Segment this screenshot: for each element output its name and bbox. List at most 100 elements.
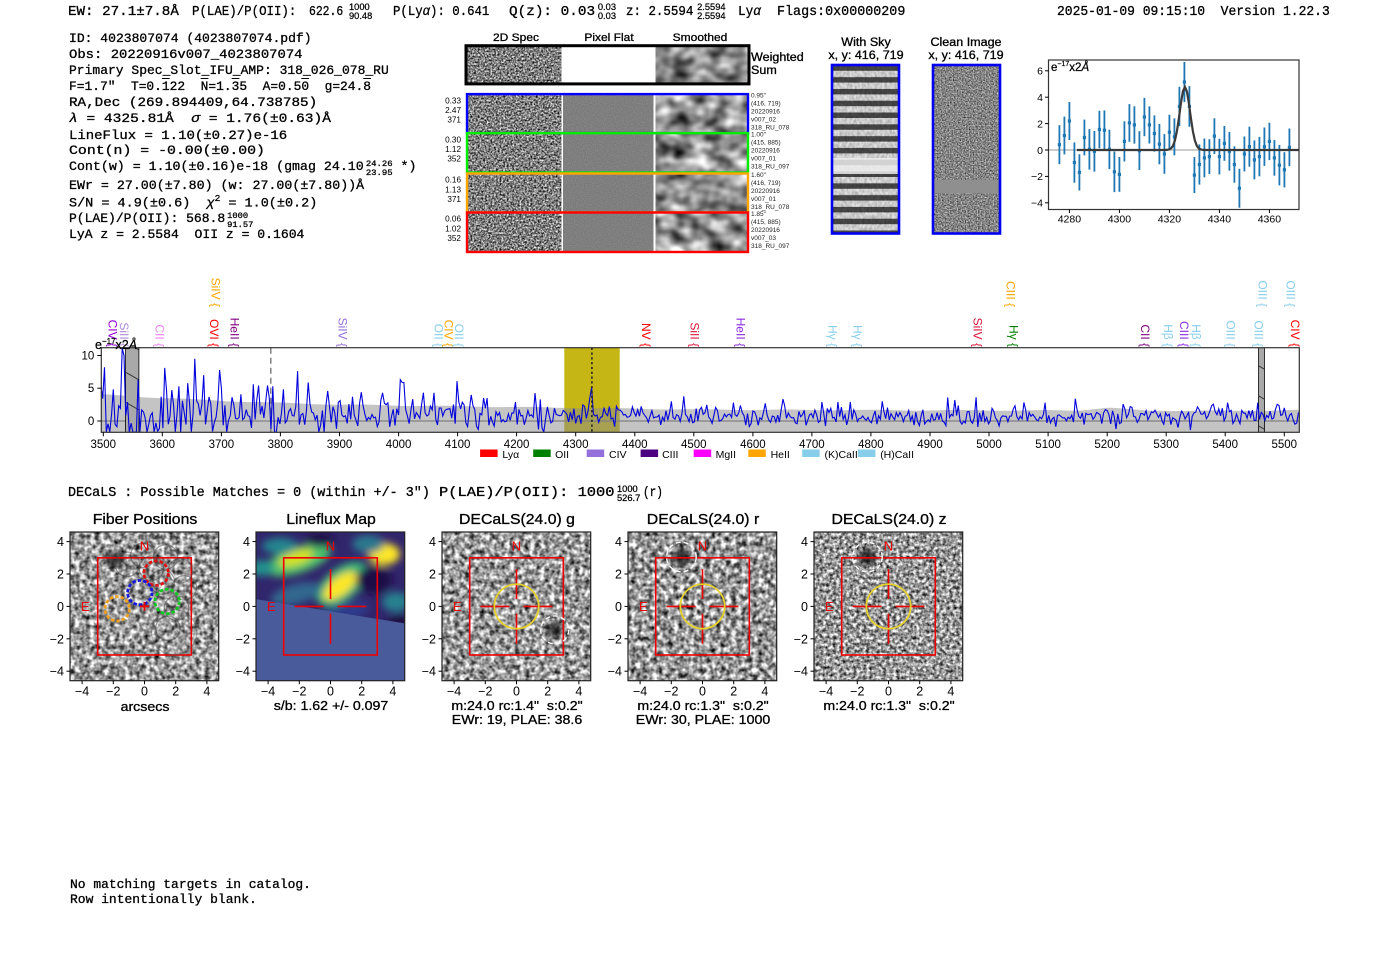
svg-text:SiII {: SiII {	[688, 322, 702, 347]
svg-text:5300: 5300	[1153, 439, 1179, 451]
svg-text:0: 0	[1037, 145, 1043, 157]
svg-text:2: 2	[172, 685, 179, 699]
svg-text:−2: −2	[1031, 171, 1043, 183]
svg-text:CIII: CIII	[662, 449, 678, 461]
svg-text:HeII {: HeII {	[228, 318, 242, 347]
svg-text:6: 6	[1037, 66, 1043, 78]
svg-text:E: E	[639, 599, 648, 614]
svg-text:0.33: 0.33	[445, 96, 461, 105]
svg-text:0.06: 0.06	[445, 215, 461, 224]
svg-text:4340: 4340	[1208, 214, 1232, 226]
svg-text:−4: −4	[794, 665, 808, 679]
svg-text:−2: −2	[608, 632, 622, 646]
svg-text:−2: −2	[292, 685, 306, 699]
svg-text:N: N	[698, 539, 707, 554]
svg-text:0: 0	[141, 685, 148, 699]
svg-text:HeII {: HeII {	[734, 318, 748, 347]
svg-text:0: 0	[615, 600, 622, 614]
svg-text:5400: 5400	[1212, 439, 1238, 451]
svg-text:Hβ {: Hβ {	[1161, 324, 1175, 347]
svg-text:Lyα: Lyα	[502, 449, 519, 461]
svg-text:2.47: 2.47	[445, 106, 461, 115]
svg-text:N: N	[884, 539, 893, 554]
svg-text:N: N	[512, 539, 521, 554]
svg-text:0: 0	[885, 685, 892, 699]
svg-text:4320: 4320	[1158, 214, 1182, 226]
svg-text:4800: 4800	[858, 439, 884, 451]
svg-text:−2: −2	[664, 685, 678, 699]
svg-text:1.60": 1.60"	[751, 172, 767, 179]
svg-text:318_RU_097: 318_RU_097	[751, 164, 790, 171]
svg-text:4360: 4360	[1258, 214, 1282, 226]
svg-text:2: 2	[615, 568, 622, 582]
svg-text:OII {: OII {	[432, 324, 446, 347]
svg-text:2: 2	[358, 685, 365, 699]
svg-text:CIII {: CIII {	[1004, 281, 1018, 307]
svg-text:−4: −4	[75, 685, 89, 699]
svg-text:Hγ {: Hγ {	[851, 325, 865, 347]
svg-text:4900: 4900	[917, 439, 943, 451]
svg-text:4: 4	[615, 535, 622, 549]
svg-text:4: 4	[203, 685, 210, 699]
svg-text:1.00": 1.00"	[751, 132, 767, 139]
svg-text:5500: 5500	[1272, 439, 1298, 451]
svg-text:E: E	[453, 599, 462, 614]
svg-text:−2: −2	[478, 685, 492, 699]
svg-text:4: 4	[801, 535, 808, 549]
svg-text:0.30: 0.30	[445, 135, 461, 144]
svg-text:318_RU_097: 318_RU_097	[751, 243, 790, 250]
svg-text:−2: −2	[106, 685, 120, 699]
svg-text:SiIV {: SiIV {	[209, 278, 223, 307]
svg-text:−4: −4	[50, 665, 64, 679]
svg-text:1.02: 1.02	[445, 224, 461, 233]
svg-text:Hβ {: Hβ {	[1189, 324, 1203, 347]
svg-text:SiIV {: SiIV {	[971, 318, 985, 347]
svg-text:2: 2	[57, 568, 64, 582]
svg-text:−4: −4	[608, 665, 622, 679]
svg-text:4400: 4400	[622, 439, 648, 451]
svg-text:OIII {: OIII {	[1256, 280, 1270, 307]
svg-text:0.95": 0.95"	[751, 93, 767, 100]
svg-text:2: 2	[429, 568, 436, 582]
svg-text:N: N	[140, 539, 149, 554]
svg-text:v007_03: v007_03	[751, 235, 776, 242]
svg-text:−4: −4	[819, 685, 833, 699]
svg-text:−4: −4	[447, 685, 461, 699]
svg-text:4: 4	[429, 535, 436, 549]
svg-text:4: 4	[947, 685, 954, 699]
svg-text:4100: 4100	[445, 439, 471, 451]
svg-text:1.12: 1.12	[445, 145, 461, 154]
svg-text:−4: −4	[1031, 198, 1043, 210]
svg-text:OIII {: OIII {	[1224, 320, 1238, 347]
svg-text:0: 0	[327, 685, 334, 699]
svg-text:Hγ {: Hγ {	[1007, 325, 1021, 347]
svg-text:2: 2	[730, 685, 737, 699]
svg-text:−4: −4	[236, 665, 250, 679]
svg-text:0: 0	[243, 600, 250, 614]
svg-text:318_RU_078: 318_RU_078	[751, 125, 790, 132]
svg-text:1.85": 1.85"	[751, 211, 767, 218]
svg-text:OVI {: OVI {	[207, 319, 221, 347]
svg-text:3500: 3500	[91, 439, 117, 451]
svg-text:MgII: MgII	[716, 449, 736, 461]
svg-text:(K)CaII: (K)CaII	[825, 449, 858, 461]
svg-text:5200: 5200	[1094, 439, 1120, 451]
svg-text:318_RU_078: 318_RU_078	[751, 204, 790, 211]
svg-text:2: 2	[544, 685, 551, 699]
svg-text:20220916: 20220916	[751, 227, 780, 234]
svg-text:−2: −2	[794, 632, 808, 646]
svg-text:OII {: OII {	[452, 324, 466, 347]
svg-text:4700: 4700	[799, 439, 825, 451]
svg-text:3900: 3900	[327, 439, 353, 451]
svg-text:(H)CaII: (H)CaII	[880, 449, 914, 461]
svg-text:2: 2	[243, 568, 250, 582]
svg-text:SiII {: SiII {	[117, 322, 131, 347]
svg-text:5: 5	[88, 383, 94, 395]
svg-text:HeII: HeII	[771, 449, 790, 461]
svg-text:10: 10	[82, 351, 95, 363]
svg-text:371: 371	[447, 116, 461, 125]
svg-text:352: 352	[447, 155, 461, 164]
svg-text:SiIV {: SiIV {	[336, 318, 350, 347]
svg-text:CIV: CIV	[609, 449, 627, 461]
svg-text:−2: −2	[50, 632, 64, 646]
